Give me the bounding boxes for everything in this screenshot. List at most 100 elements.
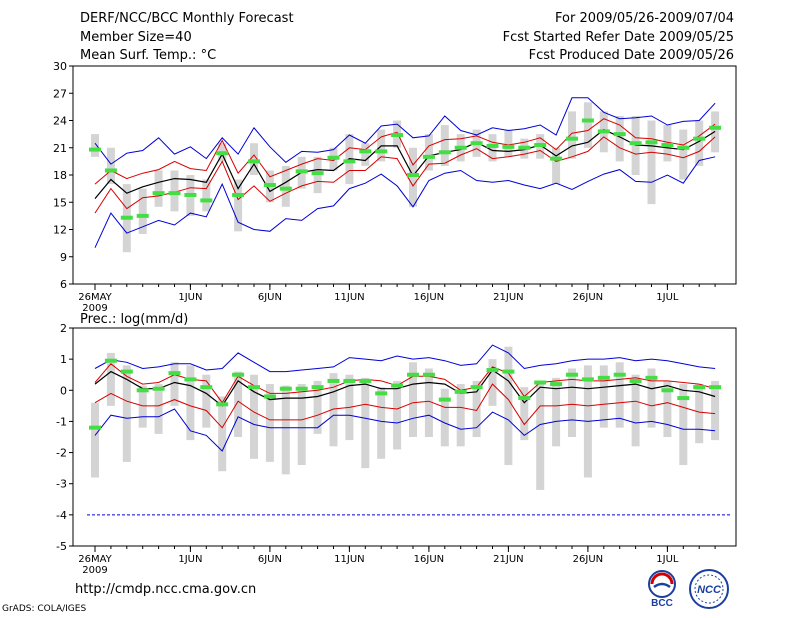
observed-mark	[709, 385, 722, 390]
observed-mark	[613, 132, 626, 137]
y-tick-label: -3	[56, 478, 67, 491]
y-tick-label: -2	[56, 447, 67, 460]
spread-box	[154, 384, 163, 434]
observed-mark	[407, 372, 419, 377]
x-tick-label: 1JUN	[178, 554, 202, 565]
spread-box	[218, 396, 227, 472]
observed-mark	[216, 151, 229, 156]
observed-mark	[89, 147, 101, 152]
forecast-produced-label: Fcst Produced Date 2009/05/26	[528, 48, 734, 63]
panel-title: Prec.: log(mm/d)	[80, 312, 188, 327]
x-tick-label: 11JUN	[334, 554, 364, 565]
spread-box	[265, 384, 274, 462]
series-p25-line	[94, 383, 716, 429]
x-tick-label: 1JUN	[178, 292, 202, 303]
observed-mark	[486, 143, 499, 148]
observed-mark	[454, 389, 467, 394]
spread-box	[234, 179, 243, 232]
observed-mark	[89, 425, 101, 430]
source-url[interactable]: http://cmdp.ncc.cma.gov.cn	[75, 582, 257, 597]
observed-mark	[422, 372, 435, 377]
spread-box	[202, 374, 211, 428]
spread-box	[154, 170, 163, 207]
spread-box	[536, 380, 545, 490]
y-tick-label: -5	[56, 540, 67, 553]
observed-mark	[566, 136, 578, 141]
series-min-line	[94, 97, 716, 165]
spread-box	[281, 165, 290, 207]
spread-box	[409, 147, 417, 207]
observed-mark	[550, 156, 563, 161]
spread-box	[250, 374, 258, 459]
y-tick-label: 24	[53, 115, 67, 128]
observed-mark	[104, 168, 117, 173]
spread-box	[631, 374, 640, 447]
observed-mark	[168, 371, 181, 376]
spread-box	[170, 170, 179, 212]
spread-box	[361, 377, 370, 469]
x-tick-label: 6JUN	[258, 292, 282, 303]
member-size-label: Member Size=40	[80, 30, 192, 45]
spread-box	[568, 111, 576, 159]
observed-mark	[391, 133, 404, 138]
spread-box	[361, 143, 370, 166]
observed-mark	[438, 397, 451, 402]
spread-box	[472, 380, 481, 437]
spread-box	[138, 188, 147, 235]
observed-mark	[518, 396, 531, 401]
panel-1: 6 9 12 15 18 21 24 27 30 26MAY 1JUN 6JUN 11JUN 16JUN 2…	[53, 60, 737, 314]
observed-mark	[136, 388, 149, 393]
ncc-logo: NCC	[689, 569, 729, 609]
spread-box	[695, 384, 704, 444]
spread-box	[488, 359, 497, 406]
observed-mark	[518, 145, 531, 150]
spread-box	[440, 388, 449, 447]
y-tick-label: 12	[53, 224, 67, 237]
x-tick-label: 26JUN	[573, 554, 603, 565]
series-max-line	[94, 156, 716, 248]
observed-mark	[200, 198, 213, 203]
observed-mark	[645, 140, 658, 145]
x-tick-label: 26JUN	[573, 292, 603, 303]
observed-mark	[279, 386, 292, 391]
observed-mark	[232, 192, 245, 197]
spread-box	[377, 387, 386, 459]
observed-mark	[120, 215, 133, 220]
x-tick-label: 6JUN	[258, 554, 282, 565]
spread-box	[568, 368, 576, 437]
observed-mark	[581, 118, 594, 123]
spread-box	[663, 380, 672, 437]
y-tick-label: 18	[53, 169, 67, 182]
observed-mark	[343, 159, 356, 164]
y-tick-label: 0	[60, 384, 67, 397]
observed-mark	[136, 213, 149, 218]
observed-mark	[502, 144, 515, 149]
observed-mark	[629, 378, 642, 383]
y-tick-label: 6	[60, 278, 67, 291]
forecast-started-label: Fcst Started Refer Date 2009/05/25	[502, 30, 734, 45]
observed-mark	[200, 385, 213, 390]
observed-mark	[375, 149, 388, 154]
spread-box	[615, 362, 624, 428]
observed-mark	[438, 150, 451, 155]
spread-box	[647, 368, 656, 428]
observed-mark	[184, 377, 197, 382]
x-tick-label: 11JUN	[334, 292, 364, 303]
observed-mark	[677, 396, 690, 401]
spread-box	[106, 147, 115, 185]
spread-box	[250, 143, 258, 175]
spread-box	[695, 120, 704, 166]
observed-mark	[470, 385, 483, 390]
observed-mark	[502, 369, 515, 374]
spread-box	[91, 134, 99, 157]
grads-credit: GrADS: COLA/IGES	[2, 604, 87, 614]
observed-mark	[248, 159, 260, 164]
spread-box	[504, 346, 513, 466]
observed-mark	[534, 143, 547, 148]
spread-box	[424, 368, 433, 437]
spread-box	[329, 373, 338, 447]
observed-mark	[295, 386, 308, 391]
spread-box	[122, 365, 131, 462]
observed-mark	[104, 358, 117, 363]
